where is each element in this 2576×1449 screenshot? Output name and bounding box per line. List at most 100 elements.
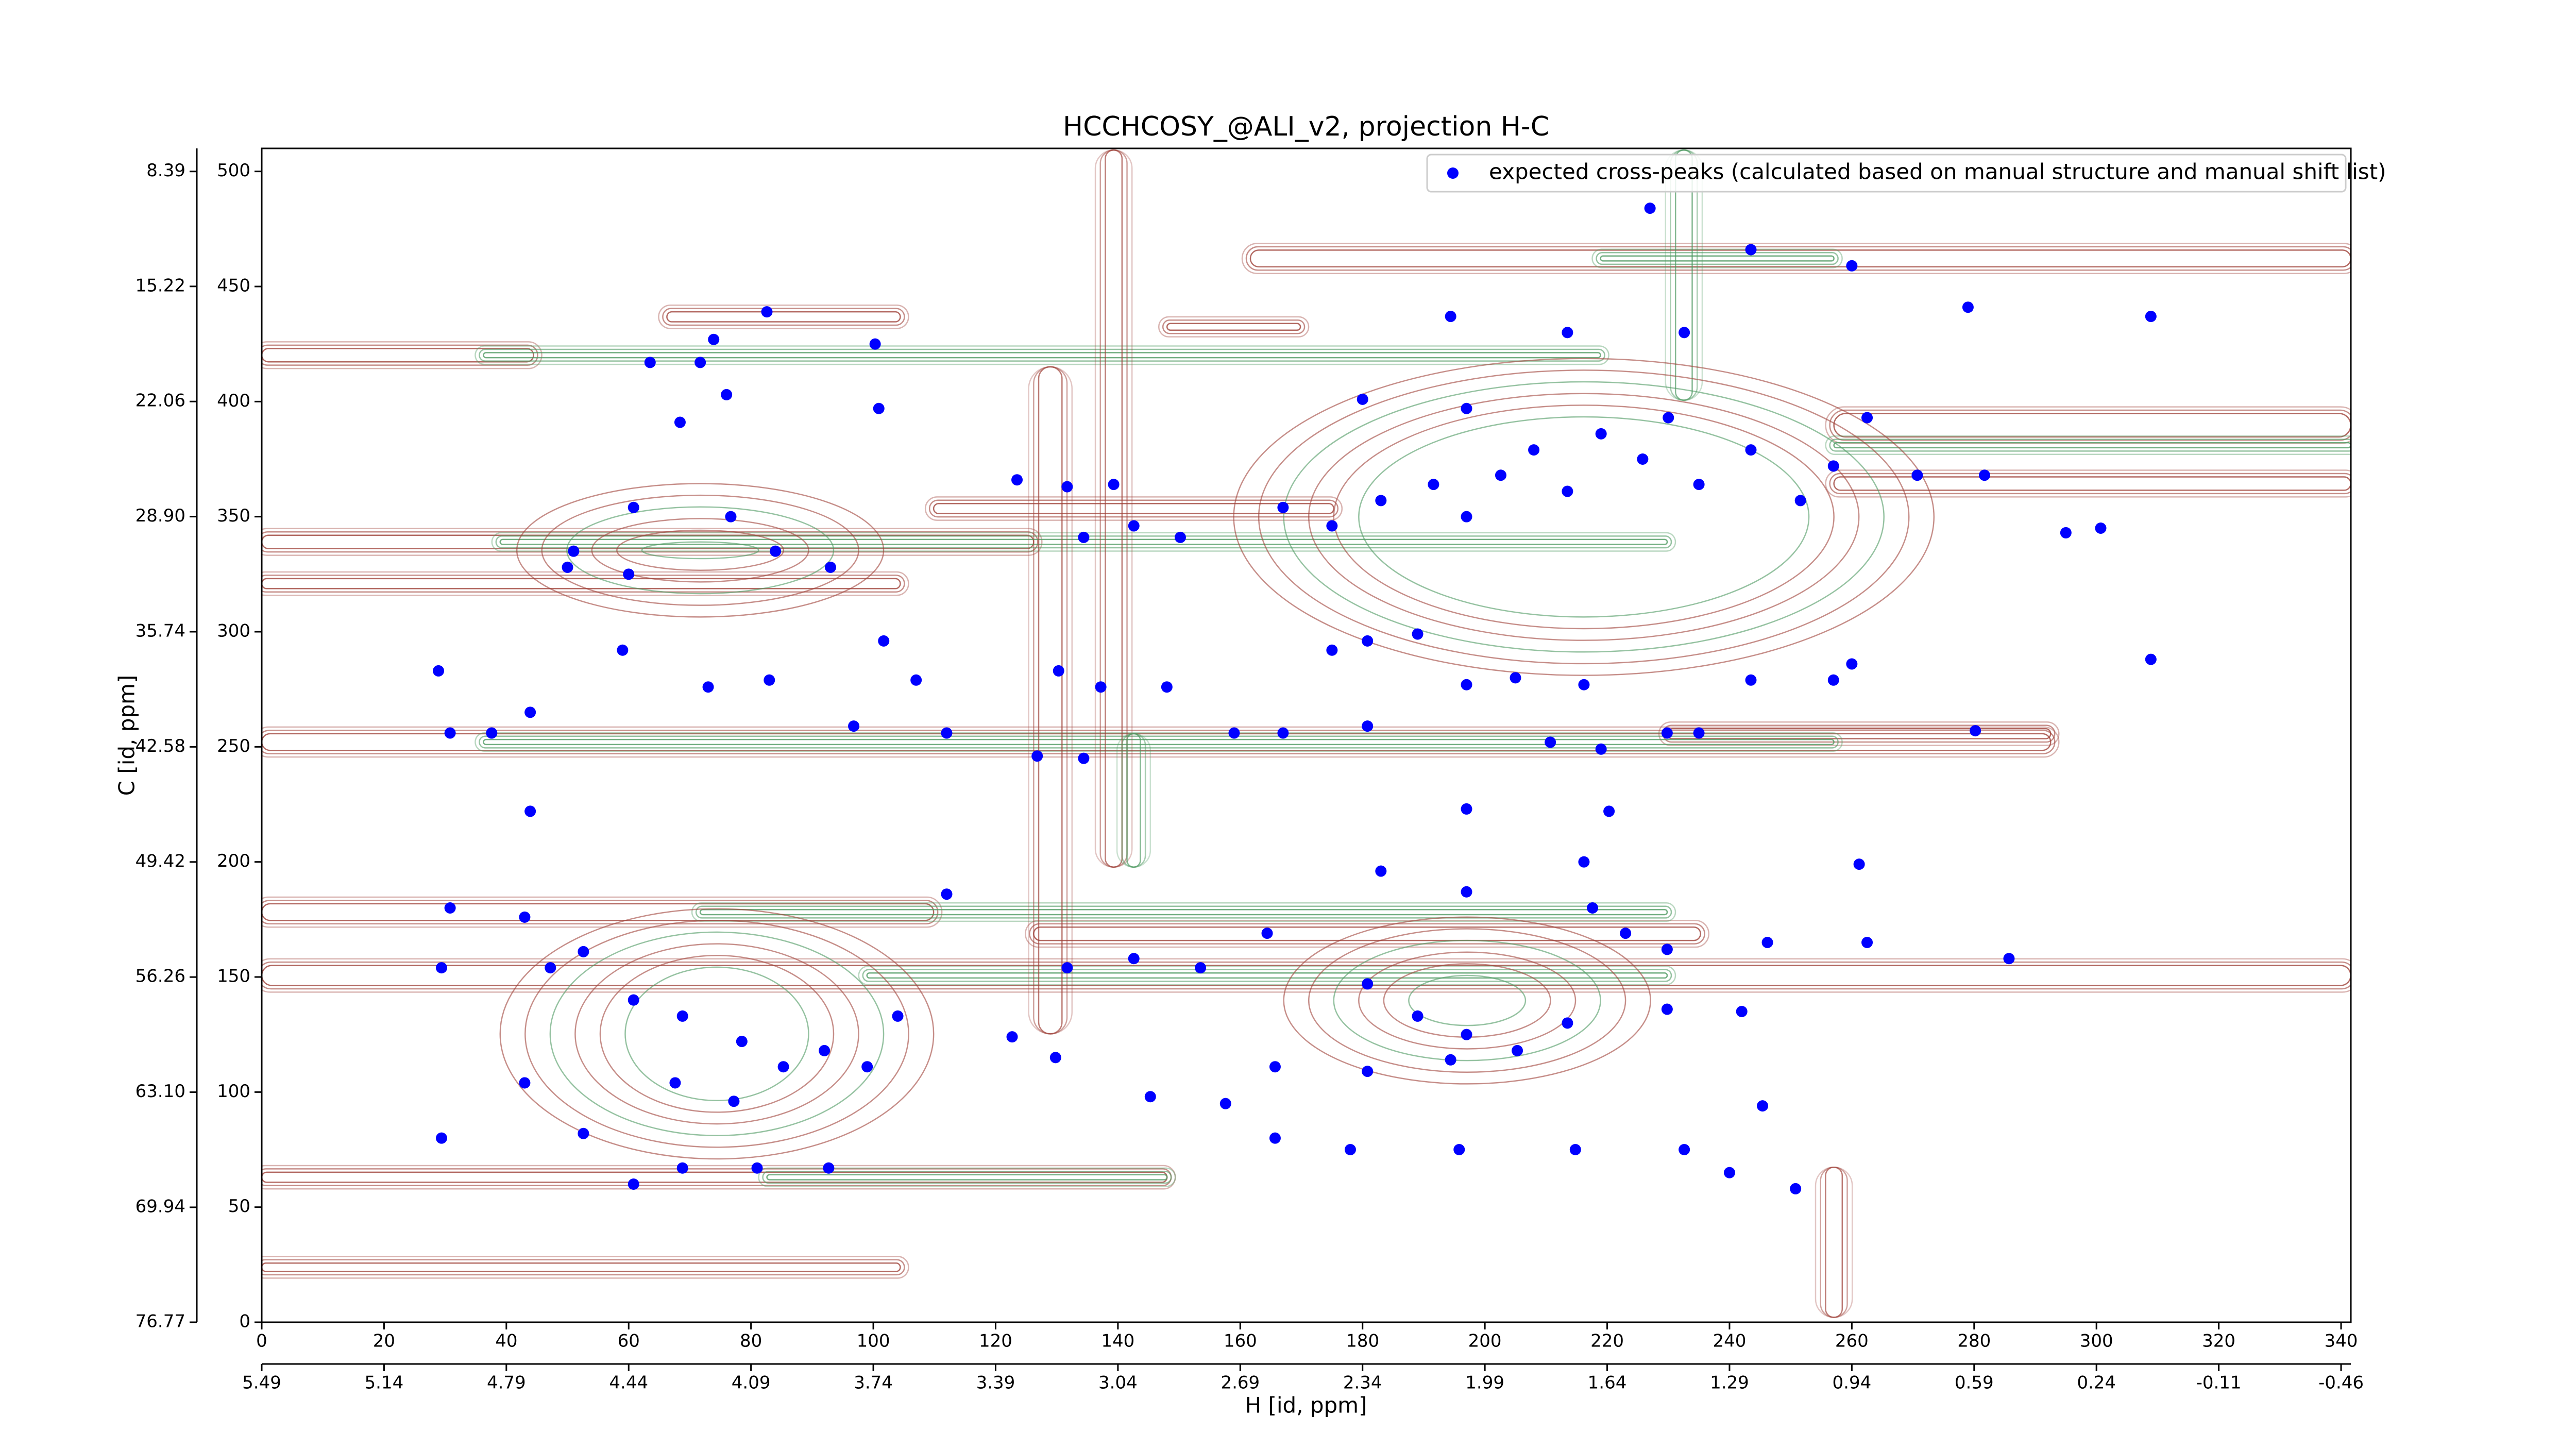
cross-peak-marker	[1495, 469, 1506, 481]
cross-peak-marker	[751, 1162, 763, 1174]
contour-band	[695, 905, 1672, 919]
cross-peak-marker	[1757, 1100, 1769, 1112]
contour-band	[262, 900, 939, 924]
cross-peak-marker	[1736, 1006, 1748, 1017]
contour-band	[1241, 243, 2351, 274]
cross-peak-marker	[628, 1178, 639, 1190]
cross-peak-marker	[1911, 469, 1923, 481]
cross-peak-marker	[623, 568, 635, 580]
contour-band	[1825, 469, 2351, 498]
x-tick-label: 0	[256, 1331, 267, 1352]
contour-ring	[624, 966, 809, 1102]
contour-band	[1829, 409, 2351, 441]
contour-ring	[1233, 358, 1935, 676]
x-tick-label: 300	[2080, 1331, 2113, 1352]
x2-tick-label: 2.34	[1343, 1373, 1382, 1393]
y2-tick-label: 22.06	[135, 391, 185, 411]
contour-ring	[1258, 369, 1910, 665]
contour-ring	[1333, 939, 1601, 1062]
contour-band	[1158, 316, 1310, 338]
y-tick-label: 0	[239, 1311, 250, 1332]
contour-band	[866, 972, 1668, 979]
contour-ring	[1308, 393, 1860, 641]
x2-tick-label: 1.99	[1465, 1373, 1504, 1393]
contour-ring	[516, 483, 885, 618]
cross-peak-marker	[1412, 1010, 1423, 1022]
cross-peak-marker	[1761, 937, 1773, 948]
cross-peak-marker	[1362, 720, 1374, 732]
cross-peak-marker	[669, 1077, 681, 1089]
chart-title: HCCHCOSY_@ALI_v2, projection H-C	[1063, 111, 1549, 142]
cross-peak-marker	[433, 665, 445, 677]
cross-peak-marker	[519, 911, 531, 923]
cross-peak-marker	[486, 727, 498, 739]
cross-peak-marker	[1510, 672, 1521, 684]
cross-peak-marker	[1603, 805, 1615, 817]
y-tick-label: 200	[217, 851, 250, 871]
contour-band	[766, 1174, 1168, 1181]
x2-tick-label: -0.11	[2196, 1373, 2242, 1393]
y2-tick-label: 49.42	[135, 851, 185, 871]
cross-peak-marker	[1661, 943, 1673, 955]
y-tick-label: 450	[217, 276, 250, 296]
cross-peak-marker	[1637, 453, 1649, 465]
contour-band	[1245, 246, 2351, 271]
contour-band	[862, 969, 1672, 982]
x-tick-label: 260	[1835, 1331, 1869, 1352]
cross-peak-marker	[1006, 1031, 1018, 1043]
contour-ring	[541, 494, 859, 606]
cross-peak-marker	[1174, 531, 1186, 543]
cross-peak-marker	[2095, 523, 2107, 534]
cross-peak-marker	[1095, 681, 1107, 693]
y2-tick-label: 15.22	[135, 275, 185, 296]
contour-band	[1825, 406, 2351, 445]
contour-band	[1028, 366, 1073, 1035]
contour-band	[483, 738, 1835, 746]
cross-peak-marker	[444, 727, 456, 739]
x2-tick-label: 4.09	[732, 1373, 771, 1393]
contour-ring	[1308, 928, 1626, 1073]
cross-peak-marker	[524, 706, 536, 718]
x2-tick-label: -0.46	[2318, 1373, 2364, 1393]
cross-peak-marker	[676, 1010, 688, 1022]
x-tick-label: 140	[1101, 1331, 1134, 1352]
cross-peak-marker	[1445, 1054, 1456, 1066]
x-tick-label: 180	[1346, 1331, 1379, 1352]
contour-ring	[1358, 416, 1810, 618]
cross-peak-marker	[562, 561, 573, 573]
cross-peak-marker	[1578, 679, 1590, 690]
contour-band	[666, 311, 901, 323]
contour-band	[1094, 149, 1133, 868]
cross-peak-marker	[1461, 402, 1472, 414]
contour-band	[933, 503, 1335, 514]
x-tick-label: 80	[740, 1331, 762, 1352]
cross-peak-marker	[1853, 858, 1865, 870]
cross-peak-marker	[823, 1162, 835, 1174]
cross-peak-marker	[1061, 962, 1073, 974]
y2-tick-label: 76.77	[135, 1311, 185, 1332]
cross-peak-marker	[1428, 479, 1439, 491]
x-tick-label: 20	[373, 1331, 395, 1352]
x2-tick-label: 3.39	[976, 1373, 1015, 1393]
contour-band	[262, 726, 2060, 758]
contour-band	[262, 961, 2351, 990]
contour-ring	[566, 506, 835, 595]
x-tick-label: 40	[495, 1331, 517, 1352]
contour-band	[1815, 1166, 1853, 1318]
x-tick-label: 320	[2202, 1331, 2235, 1352]
cross-peak-marker	[578, 1127, 589, 1139]
x-tick-label: 340	[2325, 1331, 2358, 1352]
y2-tick-label: 8.39	[146, 160, 185, 181]
y-tick-label: 50	[228, 1196, 250, 1217]
legend: expected cross-peaks (calculated based o…	[1426, 154, 2386, 193]
contour-ring	[1358, 951, 1577, 1050]
cross-peak-marker	[435, 1132, 447, 1144]
cross-peak-marker	[1827, 460, 1839, 472]
cross-peak-marker	[1562, 327, 1573, 339]
contour-band	[262, 1256, 909, 1279]
contour-band	[758, 1167, 1176, 1187]
y-tick-label: 150	[217, 966, 250, 987]
y-axis-label: C [id, ppm]	[114, 675, 140, 796]
cross-peak-marker	[1745, 244, 1757, 256]
x-tick-label: 240	[1713, 1331, 1746, 1352]
